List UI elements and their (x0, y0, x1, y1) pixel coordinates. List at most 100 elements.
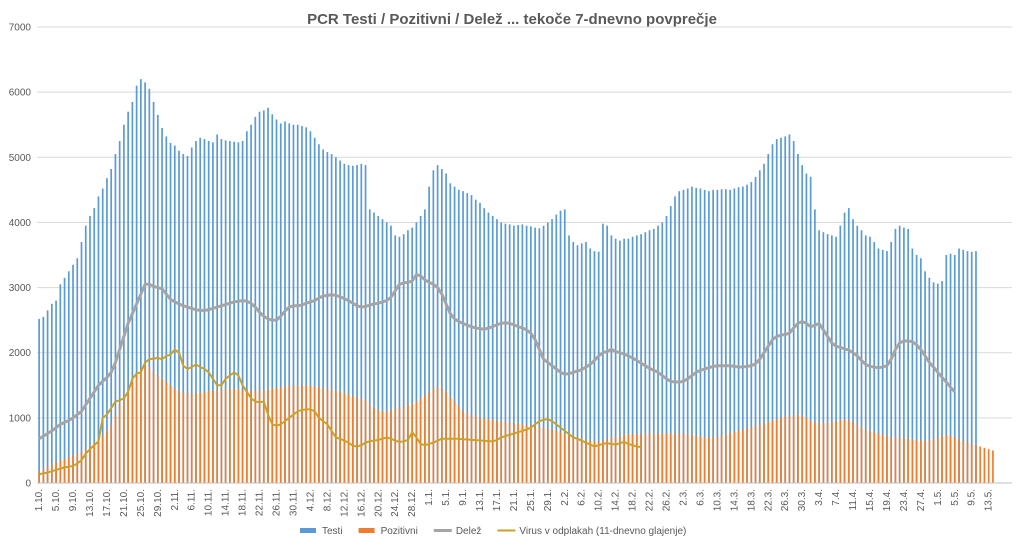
bar-pozitivni (203, 391, 206, 483)
bar-testi (479, 202, 481, 483)
bar-pozitivni (627, 434, 630, 483)
bar-testi (127, 111, 129, 483)
x-tick-label: 8.12. (322, 489, 333, 511)
bar-pozitivni (267, 389, 269, 483)
bar-testi (729, 189, 731, 484)
bar-testi (546, 222, 549, 483)
bar-pozitivni (368, 404, 371, 483)
line-virus-odplake (38, 348, 642, 476)
bar-pozitivni (712, 437, 714, 483)
bar-pozitivni (258, 390, 261, 483)
bar-testi (483, 208, 486, 483)
x-tick-label: 2.11. (170, 489, 181, 511)
bar-testi (326, 152, 329, 483)
bar-pozitivni (542, 427, 545, 483)
bar-pozitivni (525, 425, 528, 483)
bar-pozitivni (356, 397, 358, 483)
bar-testi (741, 186, 744, 483)
bar-testi (237, 142, 240, 484)
bar-pozitivni (156, 375, 159, 483)
bar-pozitivni (686, 434, 689, 483)
bar-pozitivni (275, 387, 278, 483)
bar-testi (750, 182, 753, 484)
bar-testi (411, 227, 414, 483)
bar-pozitivni (814, 422, 816, 483)
bar-pozitivni (521, 424, 524, 483)
x-tick-label: 28.12. (407, 489, 418, 517)
bar-testi (805, 173, 808, 483)
bar-testi (941, 281, 943, 483)
bar-testi (343, 163, 346, 484)
bar-pozitivni (987, 449, 990, 483)
bar-pozitivni (551, 429, 553, 483)
bar-pozitivni (229, 388, 231, 483)
x-tick-label: 19.4. (882, 489, 893, 511)
bar-testi (254, 116, 257, 484)
bar-pozitivni (873, 432, 876, 483)
x-tick-label: 14.2. (611, 489, 622, 511)
bar-pozitivni (67, 456, 70, 483)
bar-testi (665, 215, 668, 483)
bar-testi (737, 187, 740, 483)
bar-pozitivni (869, 430, 871, 483)
bar-pozitivni (449, 397, 452, 483)
x-tick-label: 10.11. (204, 489, 215, 516)
bar-testi (178, 150, 180, 483)
bar-testi (767, 154, 770, 483)
bar-testi (678, 191, 681, 483)
bar-testi (975, 251, 977, 483)
bar-pozitivni (381, 411, 384, 483)
bar-testi (402, 234, 405, 483)
x-tick-label: 6.11. (187, 489, 198, 511)
bar-pozitivni (385, 411, 388, 483)
bar-testi (966, 251, 969, 483)
bar-testi (970, 251, 973, 483)
bar-testi (288, 123, 291, 483)
bar-testi (487, 212, 490, 483)
bar-pozitivni (652, 433, 655, 483)
bar-testi (496, 219, 498, 484)
bar-testi (614, 238, 617, 483)
bar-pozitivni (691, 434, 693, 483)
y-tick-label: 3000 (9, 283, 32, 294)
bar-testi (733, 188, 736, 484)
bar-testi (873, 241, 876, 483)
bar-pozitivni (920, 440, 922, 483)
bar-pozitivni (402, 406, 405, 483)
bar-pozitivni (572, 436, 575, 483)
bar-testi (93, 208, 96, 483)
bar-testi (572, 241, 575, 483)
bar-testi (517, 225, 519, 483)
bar-testi (691, 186, 693, 483)
bar-testi (780, 137, 782, 484)
bar-pozitivni (483, 418, 486, 483)
bar-testi (322, 149, 324, 483)
bar-testi (55, 300, 57, 483)
bar-testi (640, 234, 642, 483)
bar-pozitivni (563, 433, 566, 483)
bar-pozitivni (623, 434, 625, 483)
bar-testi (110, 169, 113, 483)
bar-pozitivni (80, 451, 83, 483)
x-tick-label: 24.12. (390, 489, 401, 517)
bar-testi (958, 248, 960, 483)
bar-pozitivni (390, 410, 392, 483)
bar-pozitivni (725, 434, 727, 483)
bar-pozitivni (440, 387, 443, 483)
bar-testi (898, 225, 901, 483)
x-tick-label: 16.12. (356, 489, 367, 517)
bar-pozitivni (894, 437, 897, 483)
x-tick-label: 23.4. (899, 489, 910, 511)
bar-pozitivni (852, 421, 854, 483)
bar-pozitivni (84, 449, 87, 483)
bar-testi (161, 127, 163, 483)
bar-pozitivni (296, 385, 299, 483)
bar-testi (903, 227, 905, 483)
bar-pozitivni (886, 436, 888, 483)
bar-pozitivni (212, 390, 214, 483)
bar-testi (911, 248, 914, 483)
bar-testi (797, 154, 799, 483)
x-tick-label: 5.10. (51, 489, 62, 511)
bar-pozitivni (881, 434, 884, 483)
bar-testi (801, 165, 804, 483)
